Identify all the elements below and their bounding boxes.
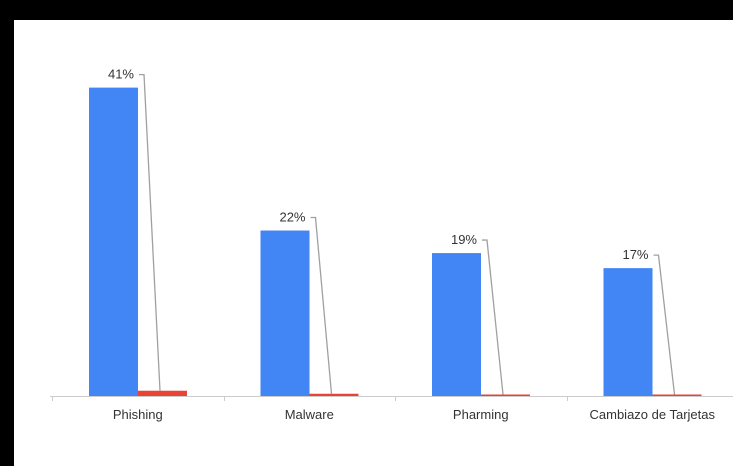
bar-series-2	[309, 393, 359, 396]
x-tick-label: Malware	[285, 407, 334, 422]
bar-series-1	[260, 230, 310, 396]
leader-line	[139, 73, 161, 391]
data-labels: 41% 22% 19% 17%	[108, 67, 649, 263]
leader-line	[482, 239, 504, 395]
bars	[89, 87, 702, 396]
data-label: 19%	[451, 232, 477, 247]
bar-series-1	[432, 253, 481, 396]
leader-line	[653, 254, 676, 395]
x-tick-label: Phishing	[113, 407, 163, 422]
leader-lines	[139, 73, 676, 395]
bar-series-2	[138, 390, 187, 396]
bar-series-1	[603, 268, 653, 396]
x-tick-label: Pharming	[453, 407, 509, 422]
x-axis-ticks	[52, 396, 568, 401]
data-label: 41%	[108, 67, 134, 82]
leader-line	[310, 216, 333, 394]
bar-series-2	[481, 394, 530, 396]
chart-panel: Phishing Malware Pharming Cambiazo de Tarje…	[14, 20, 733, 466]
bar-chart: Phishing Malware Pharming Cambiazo de Tarje…	[50, 67, 733, 422]
bar-series-2	[652, 394, 702, 396]
data-label: 17%	[622, 247, 648, 262]
data-label: 22%	[279, 210, 305, 225]
x-tick-label: Cambiazo de Tarjetas	[590, 407, 716, 422]
bar-series-1	[89, 87, 138, 396]
x-axis-tick-labels: Phishing Malware Pharming Cambiazo de Tarje…	[113, 407, 716, 422]
